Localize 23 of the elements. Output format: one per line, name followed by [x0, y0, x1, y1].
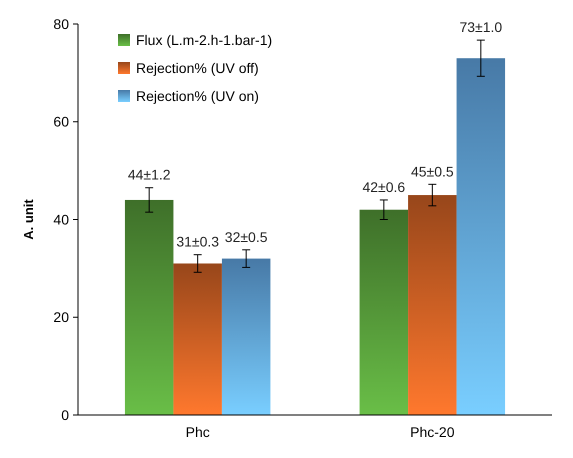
- bar: [456, 58, 506, 415]
- data-label: 31±0.3: [176, 234, 220, 250]
- legend-label: Rejection% (UV on): [136, 88, 259, 104]
- y-tick-label: 20: [53, 309, 70, 326]
- bar: [360, 210, 408, 415]
- data-label: 45±0.5: [410, 163, 454, 180]
- legend-label: Flux (L.m-2.h-1.bar-1): [136, 32, 272, 48]
- y-tick-label: 60: [53, 114, 70, 130]
- data-label: 73±1.0: [459, 19, 502, 36]
- bar: [222, 258, 270, 415]
- data-label: 32±0.5: [224, 228, 268, 245]
- bar: [408, 195, 457, 415]
- y-tick-label: 0: [61, 406, 70, 423]
- data-label: 44±1.2: [128, 166, 171, 183]
- legend-label: Rejection% (UV off): [136, 60, 259, 76]
- y-tick-label: 80: [53, 16, 70, 32]
- y-axis-title: A. unit: [21, 198, 36, 240]
- y-tick-label: 40: [53, 211, 70, 228]
- x-tick-label: Phc: [186, 424, 210, 440]
- x-tick-label: Phc-20: [410, 424, 455, 440]
- data-label: 42±0.6: [362, 178, 406, 195]
- bar: [124, 200, 174, 415]
- bar: [173, 263, 222, 415]
